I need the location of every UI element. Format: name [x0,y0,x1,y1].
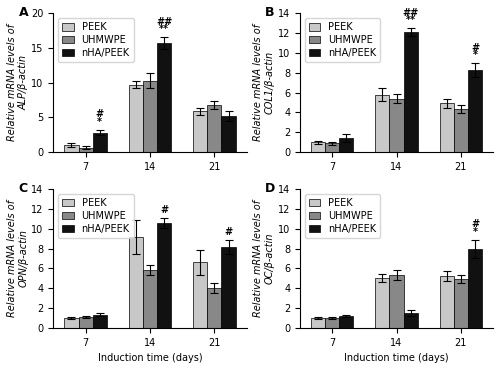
Text: #: # [471,43,479,53]
Bar [440,276,454,328]
Legend: PEEK, UHMWPE, nHA/PEEK: PEEK, UHMWPE, nHA/PEEK [58,18,134,62]
Text: #: # [224,227,232,237]
Bar [208,288,222,328]
Bar [404,32,417,152]
Bar [64,318,78,328]
Bar [468,249,482,328]
Bar [208,105,222,152]
Bar [325,143,339,152]
Bar [390,98,404,152]
Text: D: D [265,182,276,195]
Bar [311,318,325,328]
Y-axis label: Relative mRNA levels of
COL1/β-actin: Relative mRNA levels of COL1/β-actin [254,24,275,141]
Bar [193,262,208,328]
Text: ##: ## [402,8,419,18]
Bar [92,132,107,152]
Text: *: * [472,50,478,60]
Bar [78,317,92,328]
Y-axis label: Relative mRNA levels of
ALP/β-actin: Relative mRNA levels of ALP/β-actin [7,24,28,141]
Bar [404,313,417,328]
Text: #: # [160,205,168,215]
Bar [311,142,325,152]
Text: **: ** [406,16,415,26]
X-axis label: Induction time (days): Induction time (days) [344,353,449,363]
Bar [157,223,171,328]
Bar [78,148,92,152]
Text: *: * [472,227,478,237]
Bar [339,316,353,328]
Bar [339,138,353,152]
Bar [143,270,157,328]
Y-axis label: Relative mRNA levels of
OPN/β-actin: Relative mRNA levels of OPN/β-actin [7,200,28,317]
Text: ##: ## [156,17,172,27]
Bar [193,111,208,152]
Text: **: ** [159,24,169,34]
Text: A: A [18,7,28,20]
Bar [376,278,390,328]
Bar [222,116,235,152]
Bar [376,95,390,152]
Legend: PEEK, UHMWPE, nHA/PEEK: PEEK, UHMWPE, nHA/PEEK [305,194,380,238]
Legend: PEEK, UHMWPE, nHA/PEEK: PEEK, UHMWPE, nHA/PEEK [305,18,380,62]
Bar [454,110,468,152]
Text: *: * [98,117,102,127]
Bar [128,237,143,328]
Text: B: B [265,7,274,20]
Bar [222,247,235,328]
Text: #: # [471,219,479,229]
Bar [440,104,454,152]
Bar [128,85,143,152]
Bar [390,275,404,328]
Bar [468,70,482,152]
X-axis label: Induction time (days): Induction time (days) [98,353,202,363]
Bar [143,81,157,152]
Bar [454,279,468,328]
Bar [157,43,171,152]
Bar [92,315,107,328]
Legend: PEEK, UHMWPE, nHA/PEEK: PEEK, UHMWPE, nHA/PEEK [58,194,134,238]
Y-axis label: Relative mRNA levels of
OC/β-actin: Relative mRNA levels of OC/β-actin [254,200,275,317]
Bar [64,145,78,152]
Text: #: # [96,110,104,120]
Text: C: C [18,182,28,195]
Bar [325,318,339,328]
